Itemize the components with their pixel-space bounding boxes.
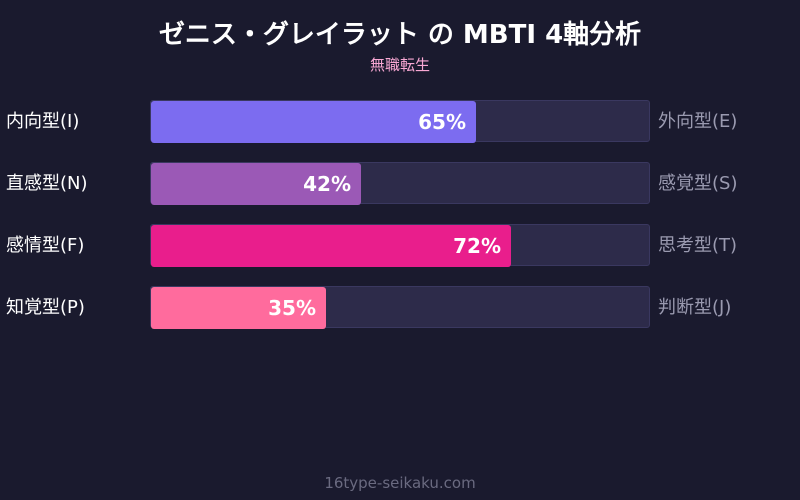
bar-track: 72% [150,224,650,267]
bar-row: 内向型(I) 65% 外向型(E) [0,100,800,144]
chart-title: ゼニス・グレイラット の MBTI 4軸分析 [158,20,642,50]
bar-row: 知覚型(P) 35% 判断型(J) [0,286,800,330]
bar-fill: 35% [151,287,326,329]
bar-right-label: 判断型(J) [658,297,732,318]
bar-value-label: 42% [303,172,351,196]
bar-left-label: 知覚型(P) [6,297,85,318]
bar-fill: 42% [151,163,361,205]
bar-left-label: 内向型(I) [6,111,80,132]
bar-value-label: 72% [453,234,501,258]
bar-left-label: 感情型(F) [6,235,85,256]
bar-fill: 65% [151,101,476,143]
bar-value-label: 65% [418,110,466,134]
bar-right-label: 外向型(E) [658,111,738,132]
chart-subtitle: 無職転生 [369,56,430,74]
bar-right-label: 思考型(T) [658,235,738,256]
bar-row: 感情型(F) 72% 思考型(T) [0,224,800,268]
bar-left-label: 直感型(N) [6,173,88,194]
bar-fill: 72% [151,225,511,267]
bar-value-label: 35% [268,296,316,320]
footer-source: 16type-seikaku.com [324,474,476,492]
bar-row: 直感型(N) 42% 感覚型(S) [0,162,800,206]
bar-track: 35% [150,286,650,329]
bar-right-label: 感覚型(S) [658,173,738,194]
bar-track: 65% [150,100,650,143]
bar-track: 42% [150,162,650,205]
